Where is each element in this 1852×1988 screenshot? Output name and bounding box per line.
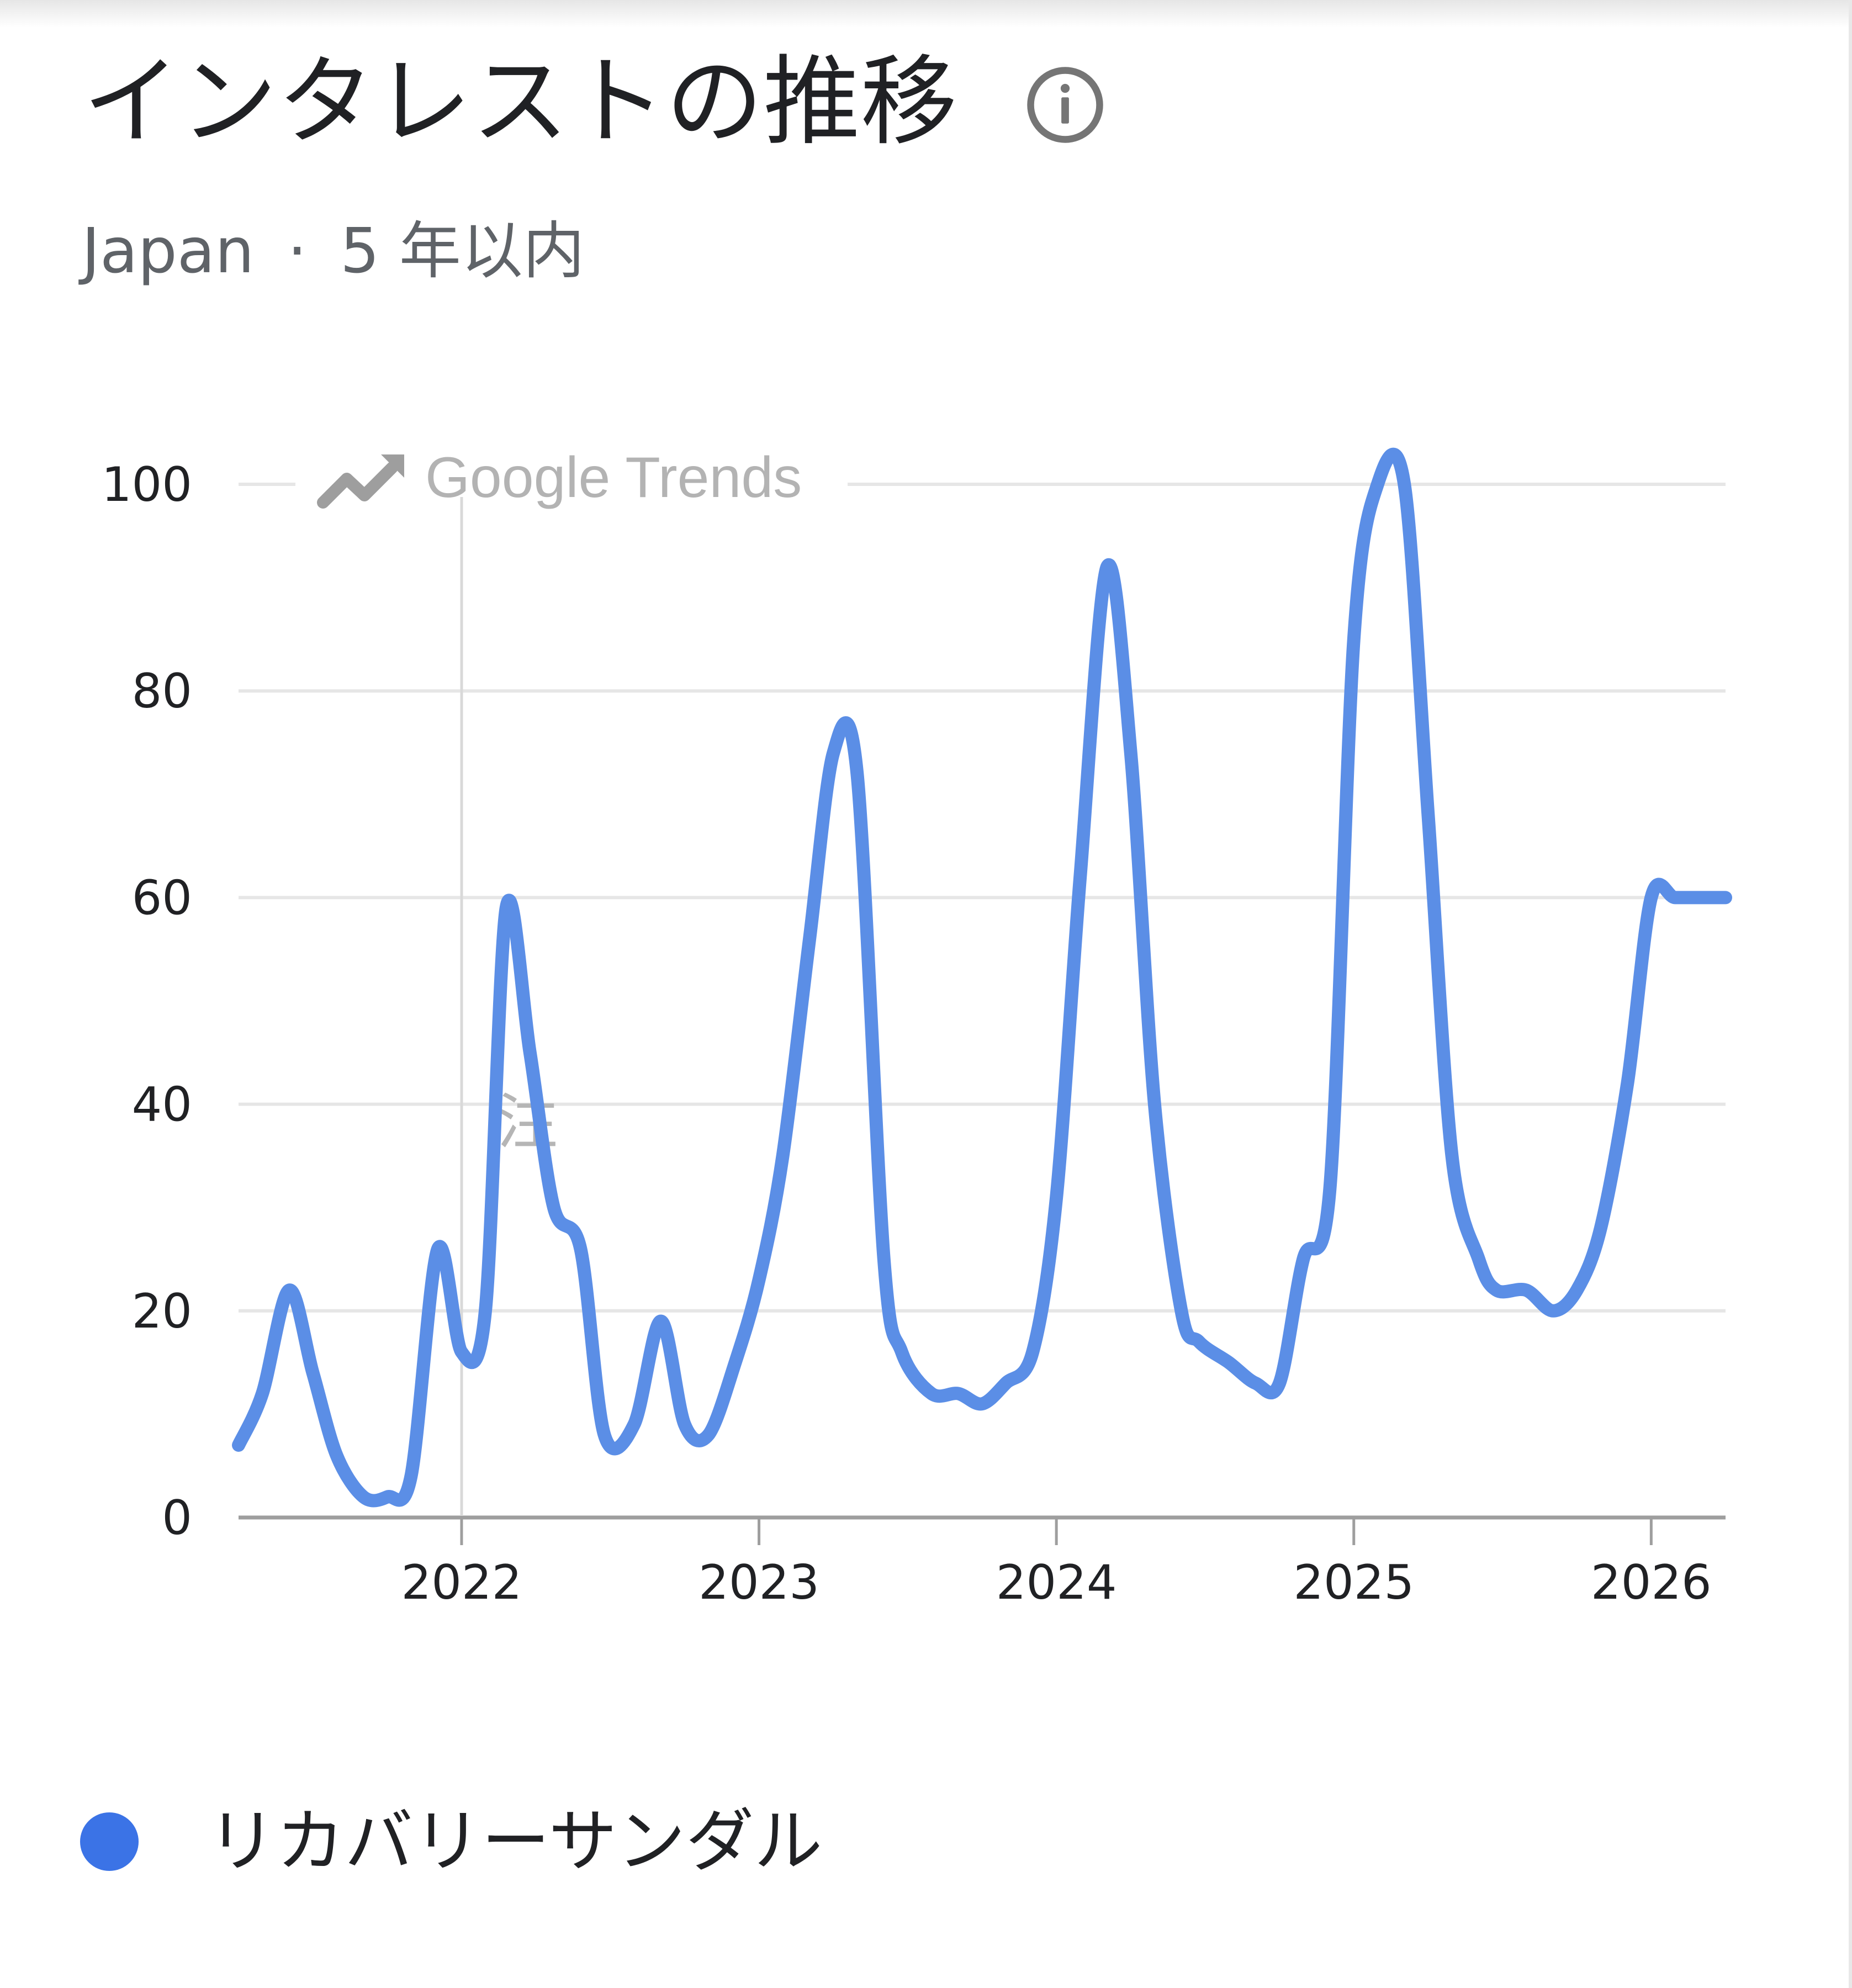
range-label: 5 年以内: [340, 215, 585, 287]
y-axis-tick-labels: 0 20 40 60 80 100: [102, 457, 192, 1546]
series-line-recovery-sandal: [232, 447, 1732, 1508]
interest-line-chart: 0 20 40 60 80 100 2022 2023 2024 2025 2026 Google…: [102, 446, 1732, 1610]
trending-up-icon: [317, 462, 398, 509]
top-status-shadow: [0, 0, 1852, 28]
x-tick-label: 2022: [401, 1555, 522, 1610]
x-tick-label: 2026: [1591, 1555, 1712, 1610]
watermark-text: Google Trends: [425, 446, 802, 510]
chart-header: インタレストの推移: [83, 39, 1107, 166]
google-trends-watermark: Google Trends: [295, 446, 848, 522]
trending-up-arrowhead: [381, 454, 404, 478]
legend: リカバリーサンダル: [80, 1800, 823, 1883]
legend-color-dot: [80, 1812, 139, 1871]
y-tick-label: 0: [162, 1490, 192, 1546]
y-tick-label: 40: [132, 1077, 192, 1133]
y-tick-label: 100: [102, 457, 192, 512]
subtitle-separator: ·: [287, 215, 307, 287]
x-tick-label: 2024: [996, 1555, 1117, 1610]
y-tick-label: 20: [132, 1284, 192, 1339]
series-layer: [232, 447, 1732, 1508]
right-edge-border: [1849, 0, 1852, 1988]
grid-lines: [239, 483, 1726, 1545]
x-tick-label: 2023: [699, 1555, 819, 1610]
x-axis-tick-labels: 2022 2023 2024 2025 2026: [401, 1555, 1712, 1610]
chart-title: インタレストの推移: [83, 45, 958, 158]
x-tick-label: 2025: [1293, 1555, 1414, 1610]
legend-series-label: リカバリーサンダル: [208, 1802, 823, 1881]
info-icon[interactable]: [1024, 64, 1107, 146]
chart-subtitle: Japan · 5 年以内: [82, 213, 585, 290]
y-tick-label: 80: [132, 664, 192, 719]
region-label: Japan: [82, 215, 255, 287]
y-tick-label: 60: [132, 870, 192, 926]
